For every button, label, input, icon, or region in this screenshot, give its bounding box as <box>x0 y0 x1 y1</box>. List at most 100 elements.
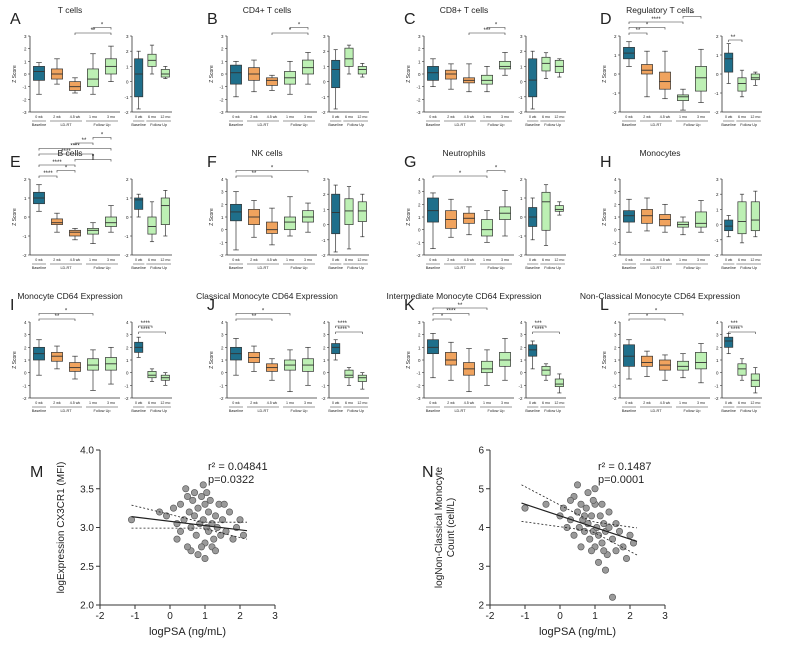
x-tick-label: 0 <box>167 611 173 622</box>
sig-label: * <box>495 23 498 29</box>
y-tick-label: 4 <box>24 320 27 325</box>
x-tick-label: 2 wk <box>643 115 651 119</box>
box-0 <box>623 41 635 67</box>
group-label: Follow Up <box>684 266 701 270</box>
sig-label: ** <box>252 314 257 320</box>
group-label: Follow Up <box>291 409 308 413</box>
panel-letter: F <box>207 154 217 171</box>
side-x-tick-label: 0 wk <box>725 401 733 405</box>
data-point <box>191 512 199 520</box>
side-group-label: Follow Up <box>544 409 561 413</box>
panel-e: E B cells -2 -1 0 1 2 Z Score 0 wk 2 wk 4.5 wk 1 mo… <box>10 133 172 270</box>
side-box-0 <box>724 215 734 238</box>
x-tick-label: 2 wk <box>643 258 651 262</box>
panel-letter: J <box>207 297 215 314</box>
box-4 <box>302 202 314 233</box>
side-x-tick-label: 6 mo <box>542 258 550 262</box>
sig-bracket <box>432 307 488 310</box>
panel-letter: I <box>10 297 14 314</box>
data-point <box>187 523 195 531</box>
side-sig-label: *** <box>535 321 543 327</box>
y-tick-label: 2 <box>221 47 224 52</box>
data-point <box>205 527 213 535</box>
y-tick-label: 1 <box>24 59 27 64</box>
x-tick-label: 4.5 wk <box>464 258 475 262</box>
box-body <box>357 201 367 222</box>
x-tick-label: 4.5 wk <box>464 401 475 405</box>
side-x-tick-label: 0 wk <box>529 258 537 262</box>
y-axis-label: Z Score <box>12 65 18 83</box>
side-x-tick-label: 6 mo <box>148 115 156 119</box>
confidence-band <box>521 484 638 529</box>
side-y-tick-label: -2 <box>518 396 522 401</box>
data-point <box>240 531 248 539</box>
box-body <box>230 203 242 222</box>
x-tick-label: 0 <box>557 611 563 622</box>
y-axis-label: Z Score <box>12 351 18 369</box>
data-point <box>573 508 581 516</box>
y-tick-label: -2 <box>219 396 223 401</box>
data-point <box>577 543 585 551</box>
side-y-tick-label: 0 <box>716 223 719 228</box>
x-tick-label: 4.5 wk <box>70 115 81 119</box>
box-2 <box>463 63 475 93</box>
sig-bracket <box>628 318 666 321</box>
side-y-tick-label: 3 <box>126 34 129 39</box>
y-tick-label: -2 <box>416 253 420 258</box>
y-tick-label: 1 <box>24 196 27 201</box>
side-y-tick-label: 0 <box>520 371 523 376</box>
panel-title: B cells <box>57 148 82 158</box>
sig-label: ** <box>636 28 641 34</box>
panel-letter: H <box>600 154 612 171</box>
box-body <box>677 94 689 101</box>
box-1 <box>51 58 63 85</box>
side-y-tick-label: 4 <box>716 320 719 325</box>
data-point <box>205 508 213 516</box>
x-tick-label: -2 <box>96 611 105 622</box>
side-x-tick-label: 6 mo <box>345 258 353 262</box>
box-body <box>51 218 63 225</box>
y-tick-label: 4 <box>221 177 224 182</box>
x-tick-label: 0 wk <box>232 115 240 119</box>
sig-bracket <box>486 170 506 173</box>
side-y-tick-label: -1 <box>321 95 325 100</box>
data-point <box>594 558 602 566</box>
y-tick-label: 0 <box>24 215 27 220</box>
data-point <box>626 531 634 539</box>
box-body <box>528 58 538 98</box>
panel-title: CD8+ T cells <box>440 5 489 15</box>
x-tick-label: 3 mo <box>304 401 312 405</box>
panel-title: Classical Monocyte CD64 Expression <box>196 291 338 301</box>
side-y-tick-label: -1 <box>518 95 522 100</box>
data-point <box>600 547 608 555</box>
data-point <box>605 523 613 531</box>
side-box-2 <box>357 63 367 78</box>
side-box-0 <box>724 333 734 355</box>
box-body <box>147 216 157 235</box>
group-label: LD-RT <box>650 409 662 413</box>
side-y-tick-label: 4 <box>323 320 326 325</box>
y-axis-label: logExpression CX3CR1 (MFI) <box>56 462 67 594</box>
side-y-tick-label: 3 <box>520 333 523 338</box>
side-box-0 <box>528 50 538 110</box>
box-0 <box>623 198 635 233</box>
x-tick-label: 4.5 wk <box>660 258 671 262</box>
data-point <box>226 508 234 516</box>
side-y-tick-label: 1 <box>323 207 326 212</box>
box-2 <box>266 74 278 91</box>
side-box-0 <box>724 43 734 84</box>
data-point <box>182 485 190 493</box>
sig-bracket <box>38 175 58 178</box>
y-axis-label: Z Score <box>406 351 412 369</box>
sig-label: * <box>459 171 462 177</box>
data-point <box>184 492 192 500</box>
side-group-label: Baseline <box>131 409 146 413</box>
data-point <box>194 551 202 559</box>
side-y-tick-label: 3 <box>323 333 326 338</box>
y-tick-label: 1 <box>418 59 421 64</box>
side-y-tick-label: -1 <box>714 91 718 96</box>
box-1 <box>445 63 457 90</box>
side-x-tick-label: 0 wk <box>529 401 537 405</box>
x-tick-label: 3 mo <box>501 401 509 405</box>
